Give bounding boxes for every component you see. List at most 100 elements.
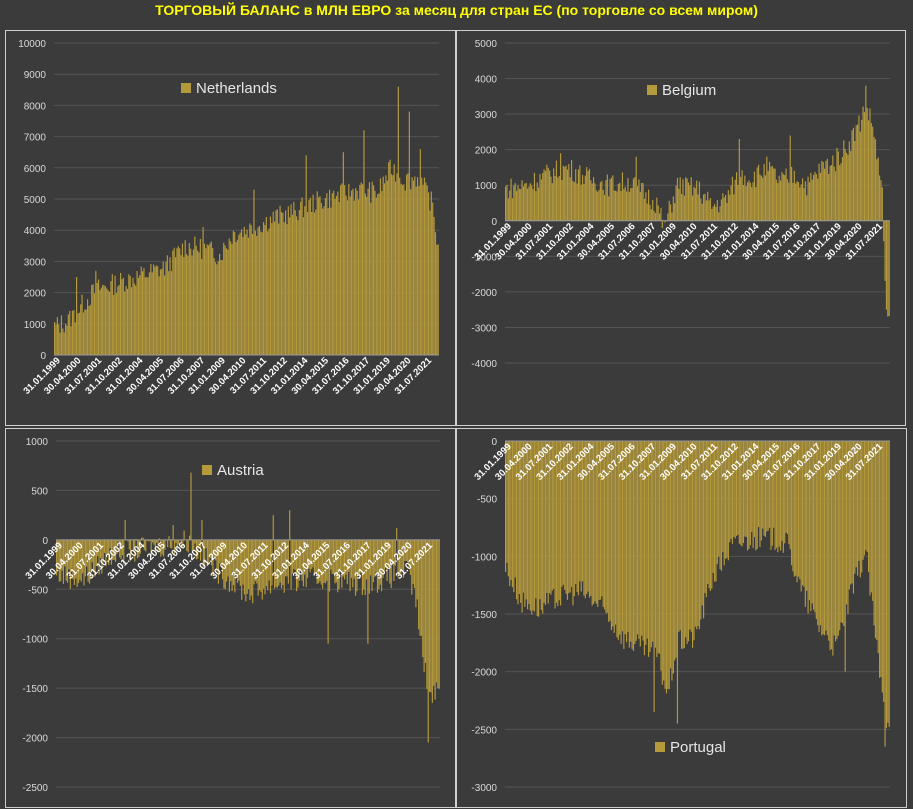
- bar: [631, 187, 633, 221]
- bar: [828, 173, 830, 221]
- bar: [168, 271, 170, 355]
- bar: [608, 196, 610, 221]
- bar: [63, 332, 65, 355]
- bar: [679, 177, 681, 221]
- bar: [234, 232, 236, 355]
- bar: [135, 285, 137, 355]
- bar: [381, 539, 383, 592]
- bar: [778, 441, 780, 547]
- bar: [297, 539, 299, 588]
- bar: [426, 539, 428, 690]
- bar: [675, 185, 677, 221]
- bar: [505, 186, 507, 221]
- bar: [342, 539, 344, 577]
- bar: [291, 214, 294, 355]
- bar: [767, 441, 769, 531]
- bar: [208, 245, 210, 355]
- bar: [104, 539, 106, 553]
- bar: [203, 243, 206, 355]
- bar: [514, 441, 516, 578]
- bar: [531, 185, 533, 221]
- bar: [594, 183, 596, 221]
- bar: [734, 441, 736, 539]
- bar: [627, 441, 629, 633]
- bar: [165, 261, 167, 355]
- bar: [571, 159, 573, 221]
- y-tick-label: -1000: [22, 635, 48, 646]
- bar: [527, 441, 529, 610]
- bar: [760, 175, 762, 221]
- y-tick-label: 5000: [475, 39, 498, 50]
- y-tick-label: 3000: [24, 257, 47, 268]
- bar: [518, 441, 520, 594]
- bar: [143, 539, 145, 550]
- bar: [766, 441, 768, 532]
- bar: [532, 441, 534, 611]
- bar: [66, 325, 68, 355]
- bar: [533, 172, 536, 221]
- bar: [784, 175, 786, 221]
- bar: [383, 539, 385, 571]
- bar: [341, 539, 343, 588]
- bar: [602, 441, 604, 607]
- bar: [278, 223, 280, 355]
- bar: [736, 441, 738, 536]
- bar: [76, 277, 78, 355]
- bar: [294, 539, 296, 571]
- bar: [253, 189, 255, 355]
- bar: [782, 174, 784, 221]
- bar: [67, 314, 69, 355]
- bar: [740, 176, 742, 221]
- bar: [547, 167, 549, 221]
- bar: [363, 539, 365, 590]
- bar: [298, 210, 300, 355]
- bar: [376, 539, 379, 593]
- bar: [190, 248, 192, 355]
- bar: [726, 441, 728, 558]
- bar: [745, 441, 747, 538]
- bar: [385, 175, 387, 355]
- bar: [359, 184, 361, 355]
- bar: [186, 254, 188, 355]
- bar: [685, 177, 687, 221]
- bar: [195, 245, 197, 355]
- bar: [716, 441, 718, 565]
- bar: [632, 441, 635, 652]
- bar: [339, 539, 342, 572]
- bar: [243, 539, 246, 595]
- bar: [323, 206, 325, 355]
- bar: [82, 539, 84, 574]
- bar: [538, 441, 540, 617]
- bar: [766, 156, 768, 221]
- bar: [121, 279, 123, 355]
- bar: [764, 175, 767, 221]
- bar: [711, 208, 713, 221]
- bar: [734, 179, 736, 221]
- bar: [643, 198, 646, 221]
- bar: [599, 182, 602, 221]
- bar: [91, 539, 93, 563]
- bar: [601, 180, 603, 221]
- bar: [681, 441, 683, 649]
- bar: [206, 244, 208, 355]
- bar: [132, 277, 134, 355]
- bar: [190, 472, 192, 540]
- bar: [751, 186, 753, 221]
- legend-label: Austria: [217, 462, 264, 479]
- y-tick-label: 1000: [24, 320, 47, 331]
- bar: [604, 441, 606, 610]
- bar: [546, 441, 548, 593]
- bar: [176, 248, 178, 355]
- bar: [846, 441, 848, 605]
- y-tick-label: -2000: [471, 668, 497, 679]
- bar: [747, 182, 749, 221]
- bar: [180, 255, 182, 355]
- bar: [753, 441, 756, 538]
- bar: [363, 130, 365, 355]
- bar: [286, 539, 288, 577]
- bar: [279, 539, 281, 583]
- bar: [759, 441, 761, 548]
- bar: [681, 194, 683, 221]
- bar: [179, 248, 181, 355]
- bar: [370, 202, 372, 355]
